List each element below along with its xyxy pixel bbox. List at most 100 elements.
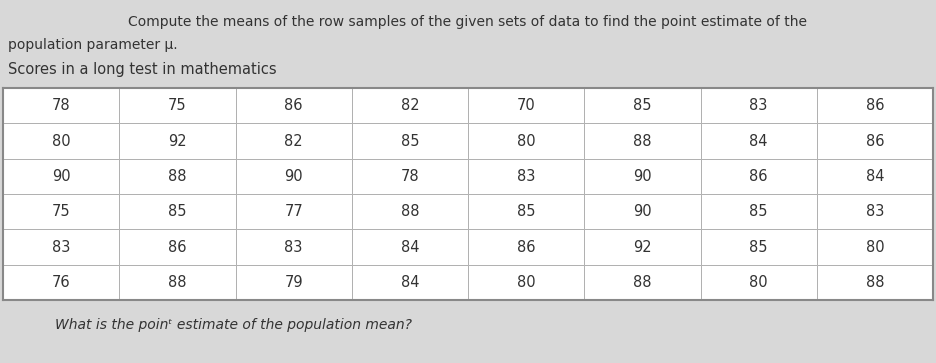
Bar bbox=[352, 159, 468, 194]
Bar bbox=[3, 88, 119, 123]
Text: 88: 88 bbox=[866, 275, 885, 290]
Bar bbox=[817, 123, 933, 159]
Text: 86: 86 bbox=[285, 98, 303, 113]
Text: 80: 80 bbox=[866, 240, 885, 254]
Bar bbox=[119, 159, 236, 194]
Bar bbox=[468, 159, 584, 194]
Bar bbox=[700, 194, 817, 229]
Text: Scores in a long test in mathematics: Scores in a long test in mathematics bbox=[8, 62, 277, 77]
Text: 86: 86 bbox=[168, 240, 186, 254]
Text: 85: 85 bbox=[517, 204, 535, 219]
Text: 75: 75 bbox=[51, 204, 70, 219]
Text: 85: 85 bbox=[750, 240, 768, 254]
Text: 80: 80 bbox=[517, 275, 535, 290]
Bar bbox=[468, 123, 584, 159]
Text: 82: 82 bbox=[401, 98, 419, 113]
Text: 92: 92 bbox=[633, 240, 651, 254]
Bar bbox=[352, 194, 468, 229]
Text: population parameter μ.: population parameter μ. bbox=[8, 38, 178, 52]
Text: 86: 86 bbox=[866, 134, 885, 148]
Bar bbox=[468, 229, 584, 265]
Text: 85: 85 bbox=[633, 98, 651, 113]
Text: 88: 88 bbox=[633, 134, 651, 148]
Text: 88: 88 bbox=[633, 275, 651, 290]
Text: 85: 85 bbox=[401, 134, 419, 148]
Text: 77: 77 bbox=[285, 204, 303, 219]
Bar bbox=[468, 88, 584, 123]
Bar bbox=[700, 159, 817, 194]
Text: 86: 86 bbox=[750, 169, 768, 184]
Bar bbox=[236, 194, 352, 229]
Bar bbox=[817, 88, 933, 123]
Bar bbox=[700, 88, 817, 123]
Text: 78: 78 bbox=[51, 98, 70, 113]
Text: 80: 80 bbox=[51, 134, 70, 148]
Text: 84: 84 bbox=[401, 240, 419, 254]
Bar bbox=[236, 123, 352, 159]
Text: 76: 76 bbox=[51, 275, 70, 290]
Bar bbox=[584, 229, 700, 265]
Text: What is the poinᵗ estimate of the population mean?: What is the poinᵗ estimate of the popula… bbox=[55, 318, 412, 332]
Text: 84: 84 bbox=[750, 134, 768, 148]
Bar bbox=[3, 123, 119, 159]
Text: 88: 88 bbox=[401, 204, 419, 219]
Text: 82: 82 bbox=[285, 134, 303, 148]
Text: 84: 84 bbox=[866, 169, 885, 184]
Text: 83: 83 bbox=[51, 240, 70, 254]
Bar bbox=[236, 88, 352, 123]
Bar bbox=[3, 265, 119, 300]
Text: 92: 92 bbox=[168, 134, 186, 148]
Bar bbox=[584, 88, 700, 123]
Text: 83: 83 bbox=[285, 240, 303, 254]
Bar bbox=[700, 123, 817, 159]
Text: 83: 83 bbox=[517, 169, 535, 184]
Text: 88: 88 bbox=[168, 275, 186, 290]
Bar bbox=[817, 194, 933, 229]
Text: 90: 90 bbox=[285, 169, 303, 184]
Bar bbox=[584, 194, 700, 229]
Bar bbox=[352, 229, 468, 265]
Text: 84: 84 bbox=[401, 275, 419, 290]
Bar bbox=[584, 123, 700, 159]
Text: 85: 85 bbox=[750, 204, 768, 219]
Text: 86: 86 bbox=[866, 98, 885, 113]
Text: 70: 70 bbox=[517, 98, 535, 113]
Text: 86: 86 bbox=[517, 240, 535, 254]
Text: 75: 75 bbox=[168, 98, 186, 113]
Text: 90: 90 bbox=[633, 204, 651, 219]
Text: 90: 90 bbox=[51, 169, 70, 184]
Bar bbox=[700, 265, 817, 300]
Bar bbox=[817, 159, 933, 194]
Bar bbox=[352, 123, 468, 159]
Text: Compute the means of the row samples of the given sets of data to find the point: Compute the means of the row samples of … bbox=[128, 15, 808, 29]
Bar bbox=[700, 229, 817, 265]
Text: 80: 80 bbox=[750, 275, 768, 290]
Bar bbox=[584, 159, 700, 194]
Bar bbox=[119, 229, 236, 265]
Bar bbox=[236, 265, 352, 300]
Bar bbox=[468, 194, 584, 229]
Text: 83: 83 bbox=[750, 98, 768, 113]
Text: 85: 85 bbox=[168, 204, 186, 219]
Text: 90: 90 bbox=[633, 169, 651, 184]
Bar bbox=[3, 229, 119, 265]
Bar bbox=[3, 194, 119, 229]
Bar bbox=[817, 229, 933, 265]
Text: 79: 79 bbox=[285, 275, 303, 290]
Bar bbox=[3, 159, 119, 194]
Bar bbox=[119, 265, 236, 300]
Text: 80: 80 bbox=[517, 134, 535, 148]
Bar bbox=[352, 265, 468, 300]
Bar bbox=[236, 229, 352, 265]
Text: 83: 83 bbox=[866, 204, 885, 219]
Bar bbox=[817, 265, 933, 300]
Bar bbox=[584, 265, 700, 300]
Bar bbox=[119, 88, 236, 123]
Bar bbox=[468, 265, 584, 300]
Text: 88: 88 bbox=[168, 169, 186, 184]
Text: 78: 78 bbox=[401, 169, 419, 184]
Bar bbox=[352, 88, 468, 123]
Bar bbox=[119, 194, 236, 229]
Bar bbox=[119, 123, 236, 159]
Bar bbox=[236, 159, 352, 194]
